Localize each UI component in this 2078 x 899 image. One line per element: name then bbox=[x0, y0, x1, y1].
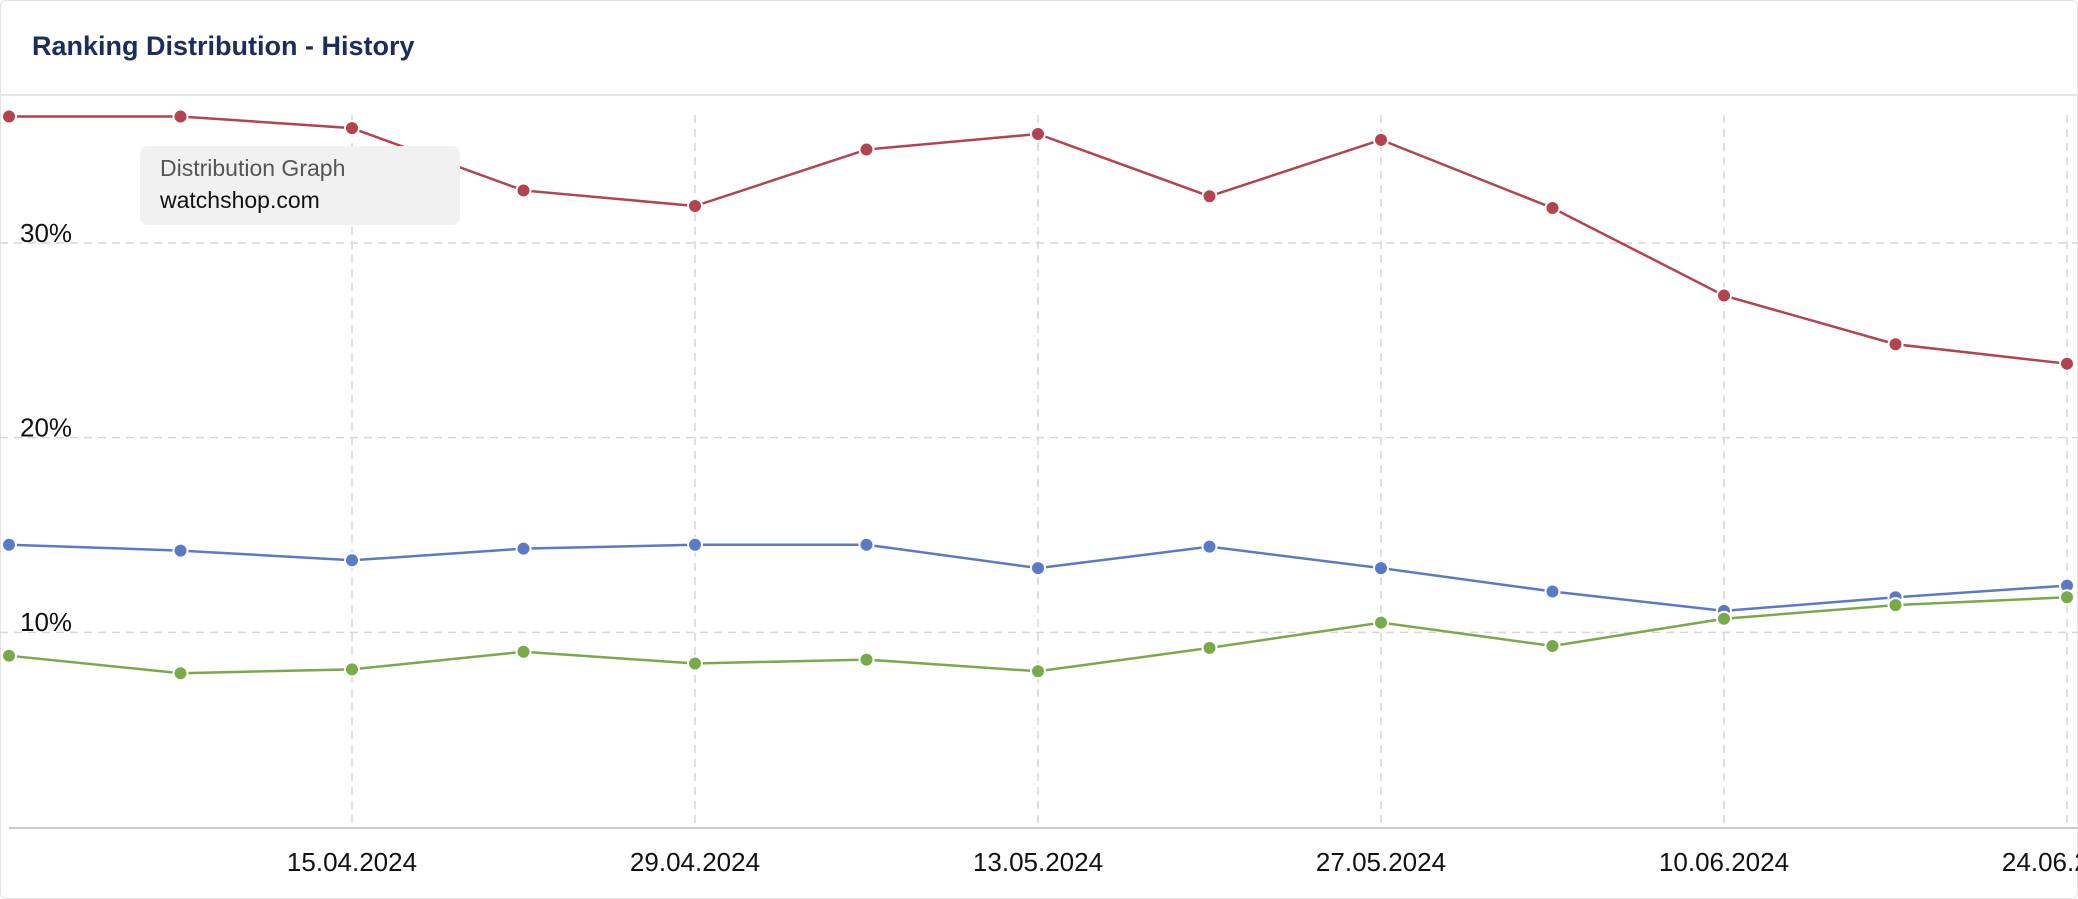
data-point bbox=[1, 536, 17, 553]
x-tick-label: 27.05.2024 bbox=[1316, 847, 1446, 877]
data-point bbox=[687, 655, 703, 672]
data-point bbox=[1544, 199, 1561, 216]
tooltip: Distribution Graph watchshop.com bbox=[140, 146, 460, 225]
data-point bbox=[1716, 287, 1732, 304]
data-point bbox=[1887, 336, 1904, 353]
data-point bbox=[1716, 610, 1732, 627]
data-point bbox=[1, 647, 17, 664]
data-point bbox=[1373, 131, 1389, 148]
data-point bbox=[344, 661, 360, 678]
data-point bbox=[1030, 663, 1046, 680]
data-point bbox=[1030, 560, 1046, 577]
x-tick-label: 29.04.2024 bbox=[630, 847, 760, 877]
data-point bbox=[1201, 188, 1218, 205]
data-point bbox=[344, 552, 360, 569]
data-point bbox=[1030, 125, 1046, 142]
tooltip-title: Distribution Graph bbox=[160, 155, 345, 181]
data-point bbox=[1201, 639, 1218, 656]
data-point bbox=[858, 141, 875, 158]
x-tick-label: 10.06.2024 bbox=[1659, 847, 1789, 877]
data-point bbox=[687, 536, 703, 553]
x-tick-label: 24.06.2024 bbox=[2002, 847, 2078, 877]
data-point bbox=[172, 108, 189, 125]
data-point bbox=[172, 542, 189, 559]
tooltip-site: watchshop.com bbox=[159, 187, 320, 213]
data-point bbox=[1373, 614, 1389, 631]
y-tick-label: 10% bbox=[20, 607, 72, 637]
data-point bbox=[172, 665, 189, 682]
data-point bbox=[1544, 637, 1561, 654]
data-point bbox=[2059, 355, 2075, 372]
data-point bbox=[687, 198, 703, 215]
chart-title: Ranking Distribution - History bbox=[32, 31, 415, 61]
data-point bbox=[515, 643, 532, 660]
y-tick-label: 30% bbox=[20, 218, 72, 248]
data-point bbox=[515, 540, 532, 557]
data-point bbox=[1887, 597, 1904, 614]
data-point bbox=[344, 120, 360, 137]
data-point bbox=[1, 108, 17, 125]
x-tick-label: 13.05.2024 bbox=[973, 847, 1103, 877]
x-tick-label: 15.04.2024 bbox=[287, 847, 417, 877]
data-point bbox=[858, 651, 875, 668]
data-point bbox=[858, 536, 875, 553]
data-point bbox=[1373, 560, 1389, 577]
data-point bbox=[515, 182, 532, 199]
data-point bbox=[2059, 589, 2075, 606]
y-tick-label: 20% bbox=[20, 413, 72, 443]
tooltip-box bbox=[140, 146, 460, 225]
data-point bbox=[1201, 538, 1218, 555]
data-point bbox=[1544, 583, 1561, 600]
